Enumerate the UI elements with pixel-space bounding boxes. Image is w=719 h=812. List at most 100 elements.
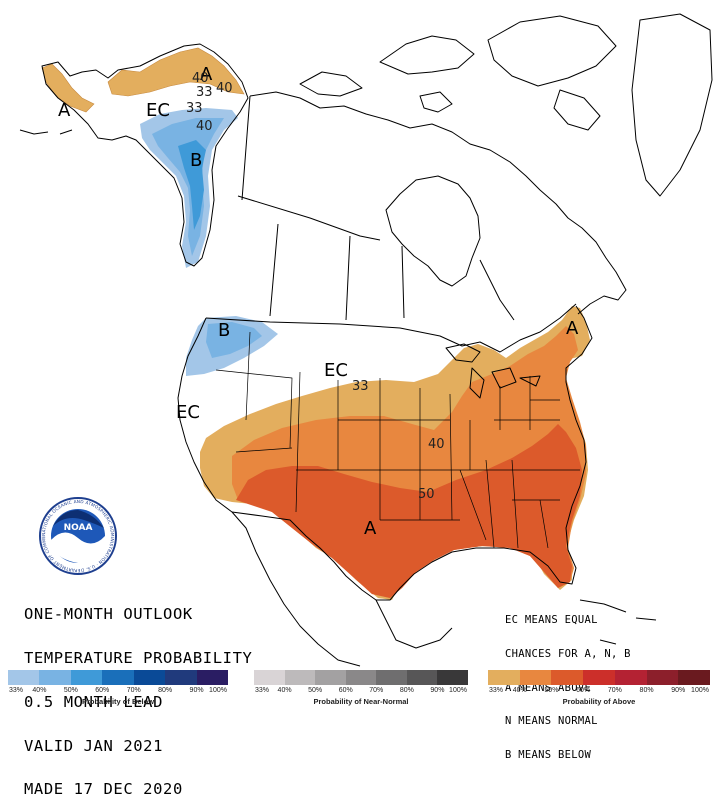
conus-contour-40-label: 40: [428, 437, 445, 452]
legend-below-tick: 50%: [63, 687, 78, 694]
legend-normal-swatch: [437, 670, 468, 685]
legend-below-swatch: [8, 670, 40, 685]
title-line: VALID JAN 2021: [24, 736, 164, 755]
legend-below-bar: [8, 670, 228, 685]
legend-normal-swatch: [315, 670, 346, 685]
ak-contour-33a-label: 33: [196, 85, 213, 100]
legend-above-bar: [488, 670, 710, 685]
legend-above-swatch: [646, 670, 679, 685]
noaa-logo-text: NOAA: [64, 523, 93, 533]
title-line: ONE-MONTH OUTLOOK: [24, 605, 193, 624]
legend-above-tick: 40%: [512, 687, 527, 694]
canada-north-coast: [249, 91, 627, 315]
arctic-islands: [299, 15, 617, 131]
aleutians: [19, 129, 73, 135]
conus-above-region-50: [236, 424, 582, 598]
legend-normal-tick: 60%: [338, 687, 353, 694]
us-canada-border: [205, 303, 577, 353]
legend-below-tick: 100%: [209, 687, 227, 694]
legend-normal-tick: 80%: [399, 687, 414, 694]
state-lines: [215, 331, 580, 549]
legend-normal-swatch: [284, 670, 316, 685]
key-line: N MEANS NORMAL: [505, 715, 598, 728]
key-line: EC MEANS EQUAL: [505, 614, 598, 627]
ak-below-region-50: [178, 140, 206, 230]
outlook-map: A A EC B B EC EC A A 40 40 33 33 40 33 4…: [0, 0, 713, 667]
ak-contour-40b-label: 40: [216, 81, 233, 96]
title-line: 0.5 MONTH LEAD: [24, 692, 164, 711]
legend-normal-caption: Probability of Near-Normal: [313, 697, 409, 706]
legend-below-tick: 80%: [158, 687, 173, 694]
legend-above-swatch: [519, 670, 552, 685]
legend-above-caption: Probability of Above: [562, 697, 636, 706]
legend-above-swatch: [583, 670, 615, 685]
ne-above-label: A: [566, 318, 579, 339]
legend-normal-tick: 50%: [308, 687, 323, 694]
pnw-below-label: B: [218, 320, 230, 341]
great-lakes: [445, 343, 541, 399]
mexico: [255, 551, 453, 667]
ak-ec-label: EC: [146, 100, 170, 121]
legend-normal-tick: 40%: [277, 687, 292, 694]
west-ec-label: EC: [176, 402, 200, 423]
legend-above-ticks: 33% 40% 50% 60% 70% 80% 90% 100%: [488, 685, 710, 697]
legend-below-tick: 70%: [126, 687, 141, 694]
legend-normal-swatch: [376, 670, 407, 685]
key-line: CHANCES FOR A, N, B: [505, 648, 631, 661]
key-line: B MEANS BELOW: [505, 748, 592, 761]
alaska-outline: [41, 43, 249, 267]
legend-normal-tick: 70%: [369, 687, 384, 694]
south-above-label: A: [364, 518, 377, 539]
legend-below-tick: 33%: [8, 687, 24, 694]
caribbean: [579, 599, 657, 645]
legend-below: 33% 40% 50% 60% 70% 80% 90% 100% Probability of…: [8, 670, 228, 707]
legend-above-tick: 60%: [576, 687, 591, 694]
legend-below-ticks: 33% 40% 50% 60% 70% 80% 90% 100%: [8, 685, 228, 697]
canada-provinces: [237, 95, 515, 321]
ak-above-region: [107, 47, 245, 97]
legend-below-swatch: [165, 670, 197, 685]
legend-below-swatch: [70, 670, 103, 685]
legend-above-swatch: [551, 670, 584, 685]
us-south-border: [231, 305, 593, 601]
ak-contour-40-label: 40: [192, 71, 209, 86]
legend-below-swatch: [196, 670, 228, 685]
title-line: TEMPERATURE PROBABILITY: [24, 648, 253, 667]
legend-normal-swatch: [406, 670, 438, 685]
ak-below-region-40: [152, 118, 224, 256]
legend-above-tick: 33%: [488, 687, 504, 694]
conus-contour-50-label: 50: [418, 487, 435, 502]
ak-below-label: B: [190, 150, 202, 171]
legend-above-tick: 50%: [544, 687, 559, 694]
legend-above-tick: 100%: [691, 687, 709, 694]
legend-above-tick: 80%: [639, 687, 654, 694]
conus-contour-33-label: 33: [352, 379, 369, 394]
legend-above-swatch: [614, 670, 647, 685]
north-ec-label: EC: [324, 360, 348, 381]
legend-normal-tick: 100%: [449, 687, 467, 694]
legend-normal-tick: 33%: [254, 687, 270, 694]
ak-above-label: A: [200, 64, 213, 85]
legend-normal: 33% 40% 50% 60% 70% 80% 90% 100% Probability of…: [254, 670, 468, 707]
legend-above-tick: 90%: [671, 687, 686, 694]
boundaries: [19, 13, 713, 667]
legend-below-swatch: [102, 670, 134, 685]
legend-below-swatch: [133, 670, 166, 685]
legend-normal-ticks: 33% 40% 50% 60% 70% 80% 90% 100%: [254, 685, 468, 697]
legend-normal-swatch: [254, 670, 285, 685]
key-line: A MEANS ABOVE: [505, 681, 592, 694]
legend-normal-bar: [254, 670, 468, 685]
legend-below-tick: 40%: [32, 687, 47, 694]
ak-contour-33b-label: 33: [186, 101, 203, 116]
greenland: [631, 13, 713, 197]
ak-contour-b40-label: 40: [196, 119, 213, 134]
ak-above-west-label: A: [58, 100, 71, 121]
legend-above-swatch: [488, 670, 520, 685]
legend-normal-swatch: [345, 670, 377, 685]
legend-normal-tick: 90%: [430, 687, 445, 694]
legend-below-swatch: [39, 670, 71, 685]
legend-below-caption: Probability of Below: [81, 697, 155, 706]
legend-above: 33% 40% 50% 60% 70% 80% 90% 100% Probability of…: [488, 670, 710, 707]
legend-above-tick: 70%: [607, 687, 622, 694]
title-line: MADE 17 DEC 2020: [24, 780, 183, 799]
